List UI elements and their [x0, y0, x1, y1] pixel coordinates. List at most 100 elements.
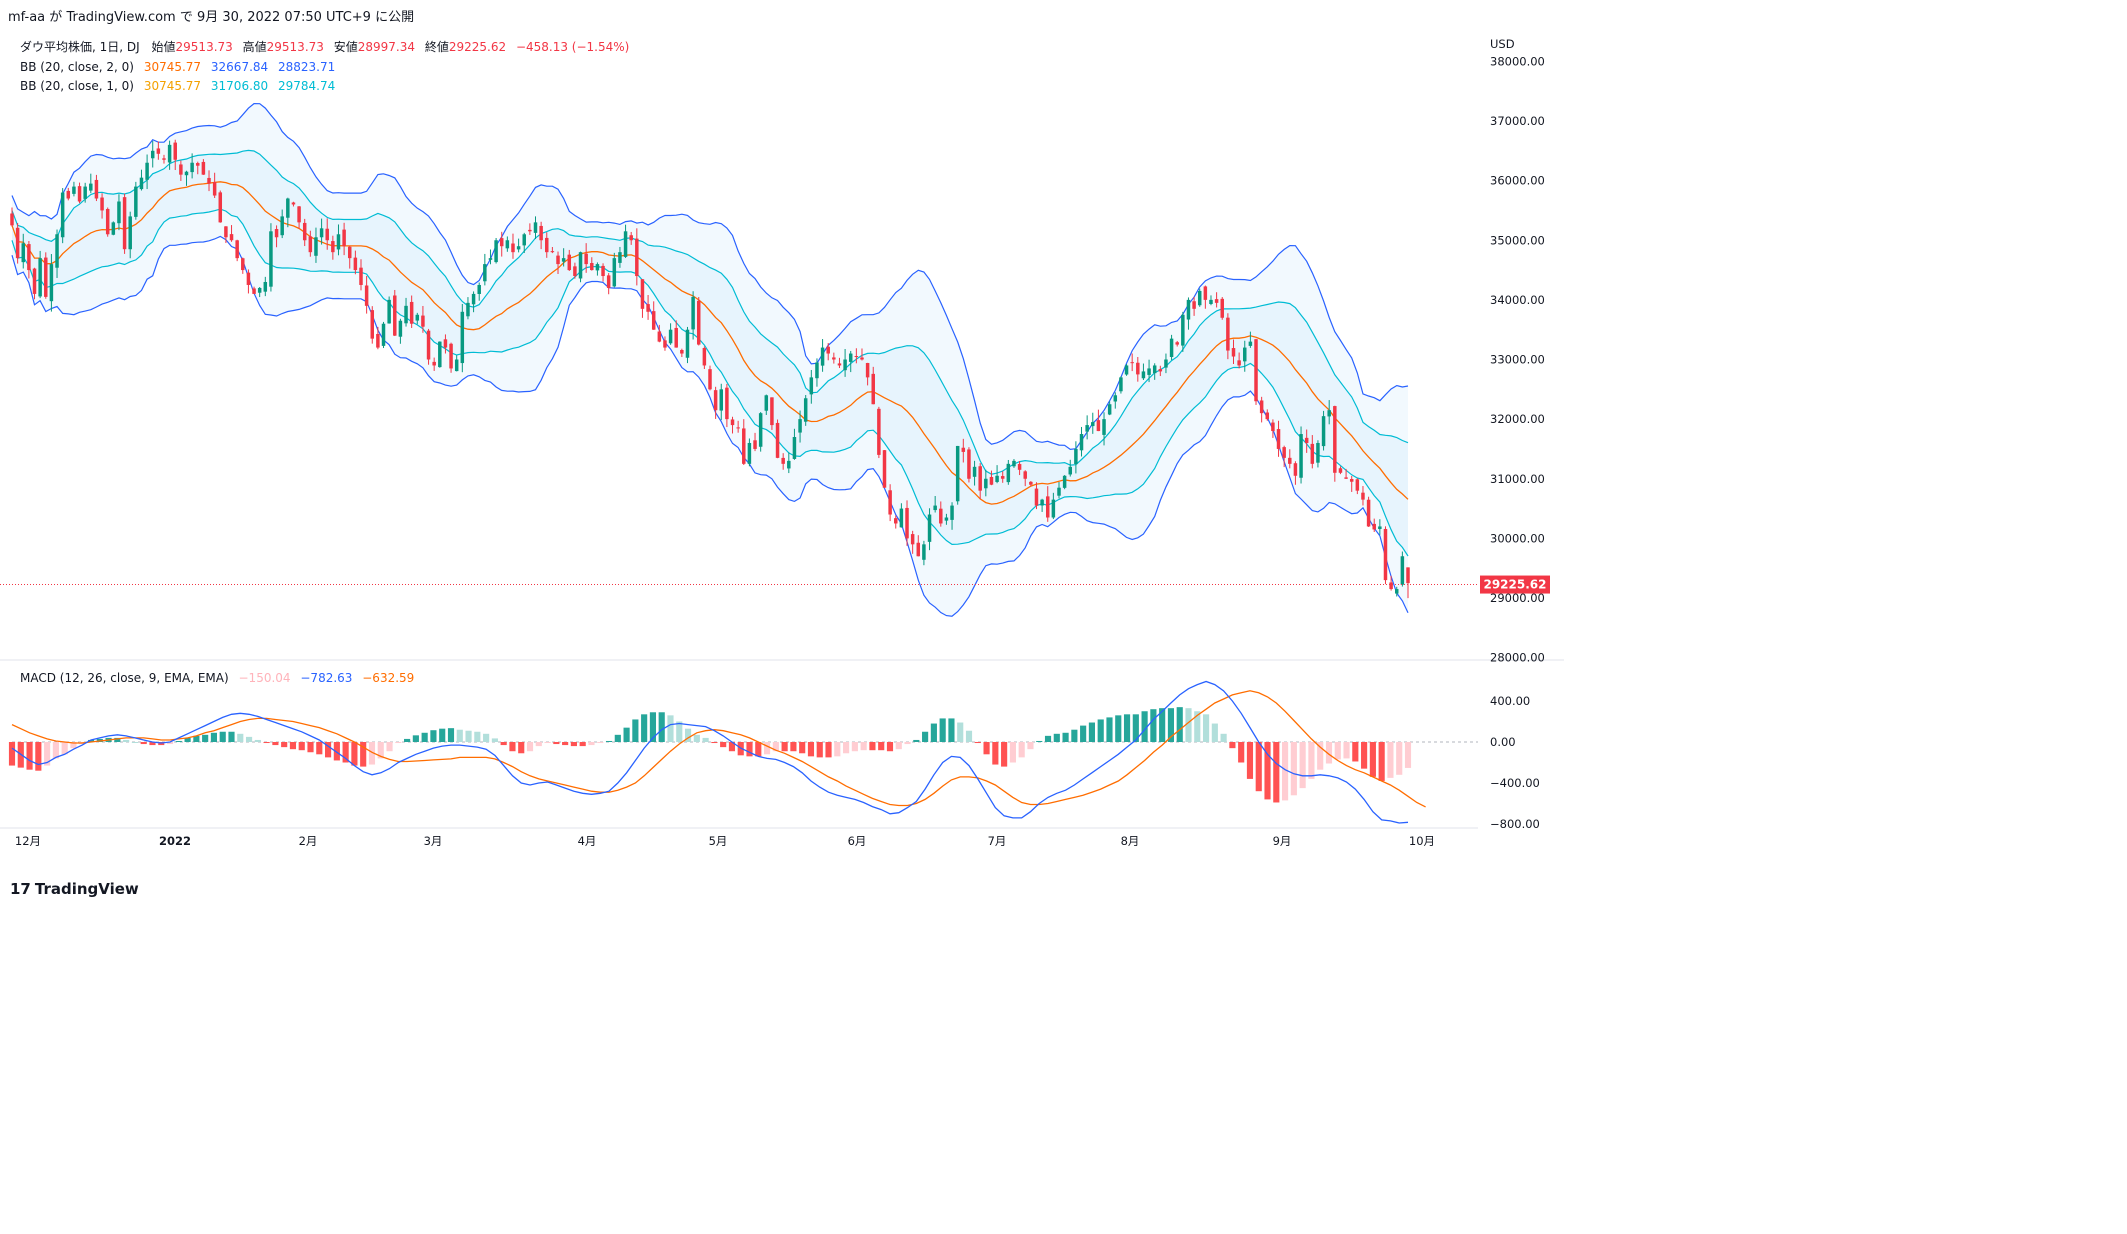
macd-histogram-bar [816, 742, 823, 758]
candle-body [809, 377, 814, 395]
candle-body [94, 179, 99, 199]
macd-histogram-bar [807, 742, 815, 757]
candle-body [162, 158, 166, 160]
candle-body [601, 265, 605, 277]
candle-body [944, 517, 949, 521]
bb2-lower-value: 28823.71 [278, 60, 335, 74]
candle-body [291, 202, 296, 205]
macd-histogram-bar [1018, 742, 1025, 758]
candle-body [922, 544, 926, 560]
macd-histogram-bar [965, 730, 973, 742]
publish-line: mf-aa が TradingView.com で 9月 30, 2022 07… [8, 6, 414, 25]
candle-body [1152, 365, 1157, 374]
macd-histogram-bar [562, 742, 569, 746]
candle-body [184, 171, 189, 176]
candle-body [511, 243, 515, 253]
macd-histogram-bar [272, 742, 279, 746]
macd-histogram-bar [1097, 719, 1104, 742]
candle-body [927, 514, 932, 542]
candle-body [978, 466, 982, 491]
brand-name: TradingView [34, 880, 139, 898]
candle-body [1062, 475, 1067, 488]
macd-histogram-bar [1290, 742, 1297, 796]
high-value: 29513.73 [267, 40, 324, 54]
candle-body [528, 229, 532, 232]
candle-body [319, 228, 324, 238]
macd-histogram-bar [930, 723, 937, 742]
candle-body [347, 246, 352, 259]
candle-body [44, 257, 48, 297]
macd-histogram-bar [974, 742, 981, 744]
month-tick-label: 3月 [424, 834, 443, 848]
candle-body [1000, 476, 1005, 479]
candle-body [854, 356, 859, 358]
candle-body [618, 252, 622, 263]
candle-body [1366, 499, 1371, 527]
macd-histogram-bar [913, 739, 920, 742]
candle-body [27, 244, 31, 271]
chart-svg[interactable]: 400.00 0.00 −400.00 −800.00 29225.62 38000.0… [0, 28, 1564, 873]
candle-body [764, 395, 769, 411]
macd-histogram-bar [957, 722, 964, 742]
candle-body [336, 234, 341, 250]
price-axis: 29225.62 38000.00 37000.00 36000.00 35000.00… [0, 54, 1550, 665]
candle-body [1394, 589, 1399, 594]
candle-body [612, 258, 617, 287]
candle-body [105, 208, 110, 235]
macd-histogram-bar [219, 731, 226, 742]
bb1-upper-line [11, 149, 1409, 475]
candle-body [1107, 404, 1112, 415]
candle-body [877, 408, 881, 455]
macd-histogram-bar [948, 718, 955, 742]
macd-histogram-bar [1369, 742, 1376, 777]
author-name[interactable]: mf-aa [8, 10, 46, 25]
high-label: 高値 [243, 39, 267, 54]
site-name[interactable]: TradingView.com [66, 10, 176, 25]
price-tick-label: 38000.00 [1490, 54, 1545, 68]
candle-body [342, 229, 346, 247]
macd-histogram-bar [1167, 708, 1175, 742]
macd-histogram-bar [1123, 714, 1131, 742]
open-label: 始値 [152, 39, 176, 54]
macd-histogram-bar [763, 742, 771, 755]
bb1-upper-value: 31706.80 [211, 79, 268, 93]
candle-body [1349, 479, 1354, 482]
candle-body [89, 183, 93, 191]
candle-body [1181, 314, 1185, 346]
candle-body [561, 258, 566, 262]
candle-body [359, 267, 363, 285]
macd-histogram-bar [1106, 717, 1113, 742]
candle-body [224, 226, 228, 238]
candle-body [370, 310, 375, 339]
macd-histogram-bar [114, 737, 121, 742]
macd-histogram-bar [1317, 742, 1324, 770]
candle-body [674, 327, 678, 348]
candle-body [353, 257, 358, 271]
macd-histogram-bar [623, 727, 630, 742]
candle-body [775, 422, 780, 458]
macd-histogram-bar [799, 742, 806, 754]
macd-histogram-bar [825, 742, 832, 758]
macd-histogram-bar [166, 742, 174, 745]
macd-histogram-bar [1308, 742, 1315, 779]
candle-body [955, 445, 960, 502]
candle-body [443, 339, 448, 348]
macd-histogram-bar [465, 730, 472, 742]
candle-body [1119, 377, 1123, 392]
bb2-name: BB (20, close, 2, 0) [20, 60, 134, 74]
candle-body [1237, 360, 1241, 366]
candle-body [1282, 447, 1286, 458]
tradingview-footer[interactable]: 17 TradingView [10, 880, 139, 898]
macd-histogram-bar [1361, 742, 1368, 769]
macd-histogram-bar [70, 742, 77, 749]
candle-body [179, 164, 183, 175]
candle-body [657, 331, 662, 342]
candle-body [533, 222, 538, 233]
candle-body [1248, 341, 1253, 346]
macd-histogram-bar [1132, 714, 1139, 742]
macd-histogram-bar [1343, 742, 1350, 759]
macd-histogram-bar [474, 731, 481, 742]
candle-body [263, 281, 268, 292]
candle-body [454, 359, 459, 372]
macd-histogram-bar [386, 742, 393, 752]
